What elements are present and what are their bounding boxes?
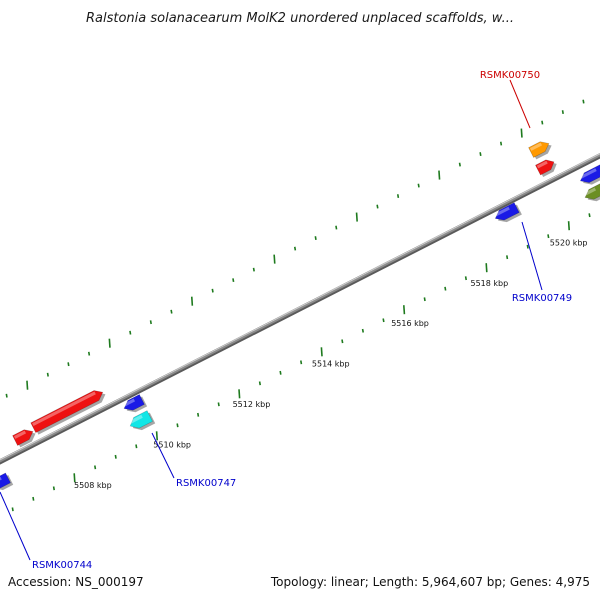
tick-mark-lower — [485, 263, 488, 273]
gene-block-red-large — [30, 390, 106, 435]
tick-mark-lower — [135, 444, 138, 449]
gene-block-rsmk00744 — [0, 472, 14, 491]
reverse-strand-genes — [0, 163, 600, 491]
tick-mark-lower — [361, 328, 364, 333]
gene-label-rsmk00749[interactable]: RSMK00749 — [512, 293, 572, 304]
tick-mark-upper — [149, 320, 152, 325]
gene-block-blue-mid — [122, 394, 148, 413]
tick-row-lower — [11, 213, 591, 512]
tick-mark-lower — [52, 486, 55, 491]
tick-mark-upper — [458, 162, 461, 167]
tick-mark-lower — [155, 431, 159, 441]
gene-label-rsmk00747[interactable]: RSMK00747 — [176, 478, 236, 489]
scale-labels: 5508 kbp 5510 kbp 5512 kbp 5514 kbp 5516 kbp… — [74, 238, 588, 490]
genome-backbone — [0, 152, 600, 465]
tick-mark-upper — [376, 204, 379, 209]
forward-strand-genes — [12, 141, 557, 448]
tick-mark-lower — [403, 305, 406, 315]
tick-mark-upper — [355, 212, 358, 222]
tick-mark-upper — [396, 194, 400, 199]
tick-mark-upper — [108, 338, 111, 348]
gene-label-rsmk00750[interactable]: RSMK00750 — [480, 70, 540, 81]
tick-mark-lower — [238, 389, 241, 399]
gene-block-rsmk00750 — [528, 141, 552, 160]
tick-mark-upper — [520, 128, 523, 138]
tick-mark-lower — [32, 496, 35, 501]
tick-mark-lower — [300, 360, 303, 365]
scale-label: 5510 kbp — [153, 441, 191, 450]
scale-label: 5518 kbp — [471, 279, 509, 288]
tick-mark-upper — [211, 288, 214, 293]
tick-mark-upper — [26, 380, 29, 390]
scale-label: 5508 kbp — [74, 481, 112, 490]
tick-mark-upper — [170, 309, 173, 314]
gene-block-rsmk00747 — [128, 410, 156, 431]
tick-mark-lower — [506, 255, 509, 260]
tick-row-upper — [5, 99, 585, 398]
tick-mark-lower — [341, 339, 344, 344]
gene-callouts: RSMK00744 RSMK00747 RSMK00749 RSMK00750 — [0, 70, 572, 571]
scale-label: 5514 kbp — [312, 360, 350, 369]
tick-mark-upper — [293, 246, 297, 251]
tick-mark-lower — [444, 286, 447, 291]
leader-line-rsmk00747 — [151, 432, 175, 479]
tick-mark-upper — [335, 225, 338, 230]
gene-block-red-upper — [535, 159, 557, 177]
tick-mark-lower — [423, 297, 426, 302]
scale-label: 5520 kbp — [550, 238, 588, 247]
tick-mark-upper — [232, 278, 235, 283]
tick-mark-upper — [438, 170, 441, 180]
gene-block-rsmk00749 — [494, 202, 522, 223]
tick-mark-upper — [499, 141, 503, 146]
tick-mark-lower — [279, 370, 282, 375]
tick-mark-lower — [588, 213, 591, 218]
scale-label: 5512 kbp — [233, 400, 271, 409]
tick-mark-lower — [217, 402, 220, 407]
tick-mark-upper — [479, 152, 482, 156]
genome-summary: Topology: linear; Length: 5,964,607 bp; … — [270, 575, 590, 589]
tick-mark-upper — [87, 351, 91, 356]
tick-mark-upper — [582, 99, 585, 104]
tick-mark-upper — [190, 296, 194, 306]
tick-mark-lower — [547, 234, 550, 239]
map-title: Ralstonia solanacearum MolK2 unordered u… — [86, 11, 514, 26]
tick-mark-lower — [526, 244, 529, 249]
tick-mark-upper — [541, 120, 544, 125]
tick-mark-upper — [5, 393, 8, 398]
tick-mark-lower — [73, 473, 76, 483]
tick-mark-upper — [129, 330, 132, 335]
tick-mark-lower — [464, 276, 467, 281]
tick-mark-lower — [197, 412, 200, 417]
tick-mark-upper — [252, 267, 255, 272]
tick-mark-lower — [320, 347, 323, 357]
tick-mark-lower — [258, 381, 261, 386]
tick-mark-lower — [382, 318, 385, 323]
leader-line-rsmk00744 — [0, 491, 31, 561]
gene-label-rsmk00744[interactable]: RSMK00744 — [32, 560, 92, 571]
tick-mark-lower — [11, 507, 14, 512]
tick-mark-upper — [46, 372, 49, 377]
tick-mark-upper — [273, 254, 276, 264]
tick-mark-upper — [67, 362, 70, 367]
tick-mark-lower — [114, 454, 117, 459]
backbone-highlight — [0, 153, 600, 461]
gene-block-olive-edge — [583, 183, 600, 202]
tick-mark-upper — [561, 110, 564, 114]
gene-block-red-small — [12, 429, 36, 448]
tick-mark-lower — [567, 221, 571, 231]
leader-line-rsmk00749 — [521, 221, 543, 291]
tick-mark-upper — [417, 183, 420, 188]
backbone-line — [0, 153, 600, 463]
scale-label: 5516 kbp — [391, 319, 429, 328]
tick-mark-lower — [94, 465, 97, 470]
accession-label: Accession: NS_000197 — [8, 575, 144, 589]
tick-mark-lower — [176, 423, 179, 428]
tick-mark-upper — [314, 236, 317, 241]
leader-line-rsmk00750 — [509, 79, 531, 129]
